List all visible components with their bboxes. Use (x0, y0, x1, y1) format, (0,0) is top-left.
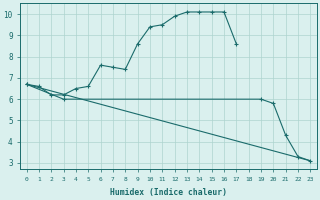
X-axis label: Humidex (Indice chaleur): Humidex (Indice chaleur) (110, 188, 227, 197)
